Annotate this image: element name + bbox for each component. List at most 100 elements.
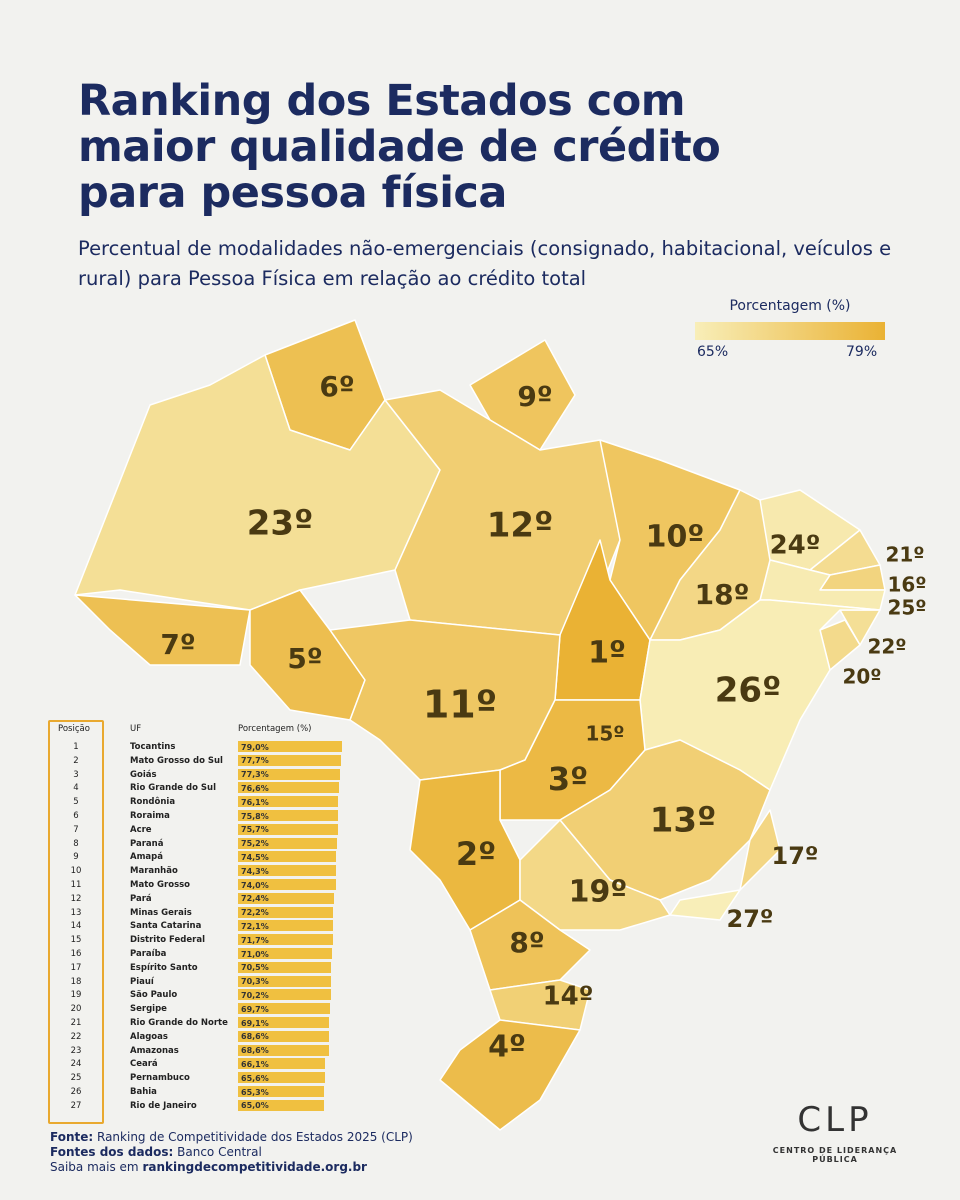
value-label: 76,6% xyxy=(241,783,269,793)
value-label: 68,6% xyxy=(241,1046,269,1056)
position: 27 xyxy=(70,1100,82,1111)
bar xyxy=(238,961,332,973)
state: Sergipe xyxy=(130,1004,167,1015)
value-label: 79,0% xyxy=(241,742,269,752)
state: Paraíba xyxy=(130,949,167,959)
rank-label: 2º xyxy=(456,835,496,873)
more-label: Saiba mais em xyxy=(50,1160,139,1174)
position-column xyxy=(48,720,104,1124)
value-label: 75,8% xyxy=(241,811,269,821)
more-line: Saiba mais em rankingdecompetitividade.o… xyxy=(50,1160,413,1175)
position: 24 xyxy=(70,1059,82,1070)
bar xyxy=(238,879,336,890)
value-label: 76,1% xyxy=(241,797,269,807)
value-label: 72,2% xyxy=(241,908,269,918)
title: Ranking dos Estados com maior qualidade … xyxy=(78,76,721,218)
footer: Fonte: Ranking de Competitividade dos Es… xyxy=(50,1130,413,1175)
rank-label: 17º xyxy=(772,842,819,870)
state: Minas Gerais xyxy=(130,907,192,918)
bar xyxy=(238,741,343,752)
position: 4 xyxy=(73,783,79,794)
value-label: 69,1% xyxy=(241,1018,269,1028)
value-label: 65,3% xyxy=(241,1087,269,1097)
bar xyxy=(238,1072,325,1084)
bar xyxy=(238,865,337,877)
state: Bahia xyxy=(130,1087,157,1097)
bar xyxy=(238,782,340,794)
more-link[interactable]: rankingdecompetitividade.org.br xyxy=(142,1160,367,1174)
position: 25 xyxy=(70,1073,82,1084)
value-label: 65,6% xyxy=(241,1073,269,1083)
column-header: Porcentagem (%) xyxy=(238,724,312,734)
bar xyxy=(238,1017,330,1028)
source-line: Fonte: Ranking de Competitividade dos Es… xyxy=(50,1130,413,1145)
bar xyxy=(238,1044,329,1056)
state: Ceará xyxy=(130,1059,158,1070)
state: Rio Grande do Sul xyxy=(130,783,216,794)
state: Mato Grosso do Sul xyxy=(130,755,223,766)
state: Espírito Santo xyxy=(130,962,198,973)
state: Rio de Janeiro xyxy=(130,1100,197,1111)
rank-label: 21º xyxy=(885,543,924,567)
value-label: 74,0% xyxy=(241,880,269,890)
state: Goiás xyxy=(130,769,157,780)
position: 18 xyxy=(70,976,82,987)
logo-name: CLP xyxy=(797,1100,873,1140)
value-label: 70,5% xyxy=(241,963,269,973)
value-label: 70,3% xyxy=(241,977,269,987)
bar xyxy=(238,851,337,863)
position: 2 xyxy=(73,755,79,766)
position: 21 xyxy=(70,1018,82,1028)
state xyxy=(489,979,591,1031)
state: Maranhão xyxy=(130,866,178,877)
state: Distrito Federal xyxy=(130,935,205,946)
rank-label: 20º xyxy=(842,665,881,689)
position: 3 xyxy=(73,769,79,780)
rank-label: 8º xyxy=(509,926,544,959)
value-label: 72,4% xyxy=(241,894,269,904)
source: Ranking de Competitividade dos Estados 2… xyxy=(97,1130,413,1144)
bar xyxy=(238,796,339,808)
column-header: UF xyxy=(130,724,142,734)
bar xyxy=(238,1086,325,1097)
rank-label: 18º xyxy=(695,578,750,611)
bar xyxy=(238,934,333,946)
data-label: Fontes dos dados: xyxy=(50,1145,174,1159)
bar xyxy=(238,768,341,780)
state: Mato Grosso xyxy=(130,880,191,890)
bar xyxy=(238,906,334,918)
state xyxy=(469,339,576,451)
bar xyxy=(238,823,338,835)
legend-bar xyxy=(695,322,885,340)
data-source: Banco Central xyxy=(177,1145,262,1159)
state: Amazonas xyxy=(130,1045,179,1056)
legend-gradient xyxy=(695,322,885,340)
value-label: 77,3% xyxy=(241,770,269,780)
position: 12 xyxy=(70,893,82,904)
bar xyxy=(238,920,334,932)
legend-min: 65% xyxy=(697,344,729,360)
position: 11 xyxy=(70,880,82,890)
position: 22 xyxy=(70,1031,82,1042)
value-label: 75,2% xyxy=(241,839,269,849)
value-label: 72,1% xyxy=(241,921,269,931)
bar xyxy=(238,948,332,959)
state: Tocantins xyxy=(130,742,176,752)
value-label: 74,5% xyxy=(241,852,269,862)
bar xyxy=(238,1003,330,1015)
state: Paraná xyxy=(130,838,164,849)
state: Roraima xyxy=(130,811,170,821)
position: 19 xyxy=(70,990,82,1001)
position: 5 xyxy=(73,797,79,808)
state xyxy=(739,809,781,891)
state: Pará xyxy=(130,893,152,904)
position: 26 xyxy=(70,1087,82,1097)
rank-label: 13º xyxy=(650,801,717,841)
rank-label: 7º xyxy=(160,628,195,661)
rank-label: 11º xyxy=(423,683,497,727)
ranking-table: Posição UF Porcentagem (%) 1 Tocantins 79,… xyxy=(48,720,348,1124)
position: 14 xyxy=(70,921,82,932)
rank-label: 15º xyxy=(585,722,624,746)
